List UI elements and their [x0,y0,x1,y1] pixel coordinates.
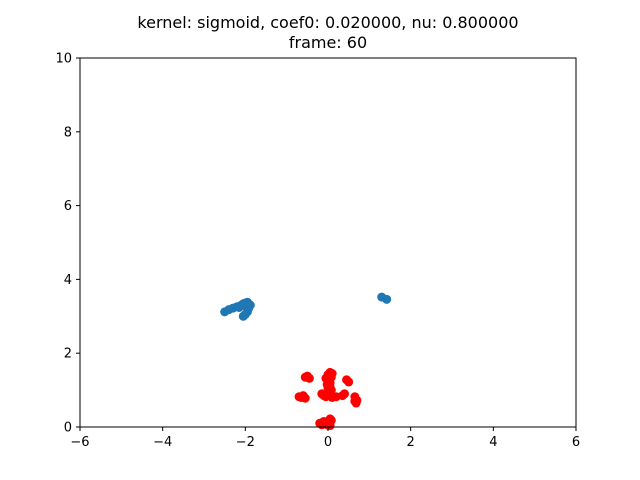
data-point-series-1-19 [294,392,304,402]
x-tick-label: 0 [324,435,332,450]
x-tick-label: −6 [70,435,89,450]
scatter-points [220,292,392,431]
y-tick-label: 4 [64,273,72,288]
y-tick-label: 6 [64,199,72,214]
y-tick-label: 10 [55,52,72,67]
data-point-series-1-15 [300,372,310,382]
x-tick-label: −2 [236,435,255,450]
data-point-series-0-15 [245,300,255,310]
data-point-series-1-38 [325,421,335,431]
data-point-series-1-12 [344,377,354,387]
y-tick-label: 0 [64,421,72,436]
data-point-series-1-39 [317,420,327,430]
x-tick-label: 4 [489,435,497,450]
data-point-series-1-27 [340,389,350,399]
chart-title-line-1: kernel: sigmoid, coef0: 0.020000, nu: 0.… [137,13,518,32]
x-tick-label: 2 [407,435,415,450]
x-tick-label: 6 [572,435,580,450]
x-axis: −6 −4 −2 0 2 4 6 [70,427,580,450]
data-point-series-0-14 [238,311,248,321]
y-tick-label: 2 [64,347,72,362]
chart-title-line-2: frame: 60 [289,33,367,52]
y-axis: 0 2 4 6 8 10 [55,52,80,436]
x-tick-label: −4 [153,435,172,450]
data-point-series-1-31 [350,396,360,406]
y-tick-label: 8 [64,125,72,140]
data-point-series-0-17 [382,294,392,304]
